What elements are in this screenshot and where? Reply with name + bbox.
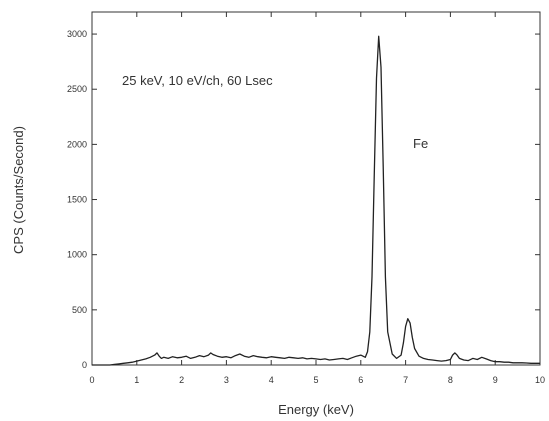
y-tick-label: 0 — [82, 360, 87, 370]
x-tick-label: 10 — [535, 375, 545, 385]
fe-peak-label: Fe — [413, 136, 428, 151]
y-tick-label: 3000 — [67, 29, 87, 39]
y-tick-label: 500 — [72, 305, 87, 315]
plot-frame — [91, 11, 541, 366]
x-tick-label: 5 — [313, 375, 318, 385]
x-tick-label: 6 — [358, 375, 363, 385]
spectrum-line — [92, 35, 540, 366]
y-tick-label: 1000 — [67, 250, 87, 260]
x-tick-label: 3 — [224, 375, 229, 385]
x-tick-label: 9 — [493, 375, 498, 385]
x-tick-label: 4 — [269, 375, 274, 385]
series-layer — [92, 35, 540, 366]
x-tick-label: 8 — [448, 375, 453, 385]
x-tick-label: 1 — [134, 375, 139, 385]
y-axis-title: CPS (Counts/Second) — [11, 126, 26, 254]
acquisition-note: 25 keV, 10 eV/ch, 60 Lsec — [122, 73, 273, 88]
x-tick-label: 7 — [403, 375, 408, 385]
x-tick-label: 2 — [179, 375, 184, 385]
y-tick-label: 2000 — [67, 139, 87, 149]
y-tick-label: 1500 — [67, 195, 87, 205]
y-axis-ticks: 0 500 1000 1500 2000 2500 3000 — [67, 29, 540, 370]
x-axis-title: Energy (keV) — [278, 402, 354, 417]
x-axis-ticks: 0 1 2 3 4 5 6 7 8 9 10 — [89, 12, 545, 385]
x-tick-label: 0 — [89, 375, 94, 385]
y-tick-label: 2500 — [67, 84, 87, 94]
